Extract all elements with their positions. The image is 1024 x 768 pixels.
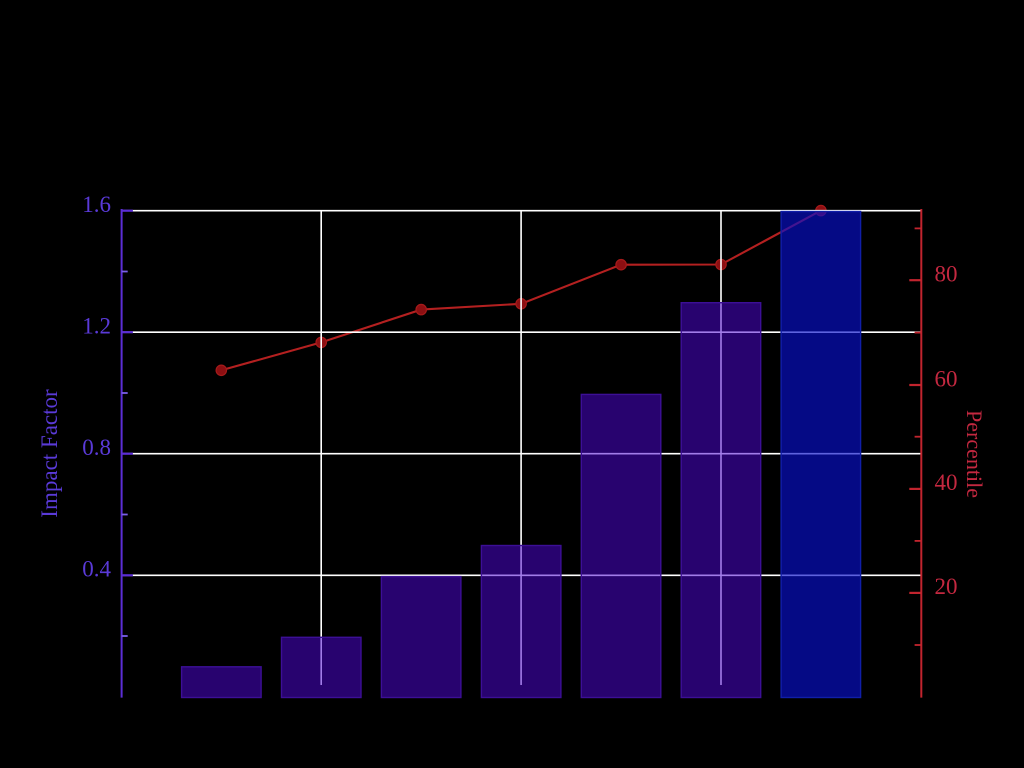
svg-text:1.2: 1.2 (82, 314, 111, 339)
svg-text:0.8: 0.8 (82, 435, 111, 460)
svg-text:0.4: 0.4 (82, 557, 111, 582)
svg-text:Impact Factor: Impact Factor (37, 389, 62, 518)
svg-text:60: 60 (935, 366, 958, 391)
svg-text:20: 20 (935, 574, 958, 599)
svg-text:1.6: 1.6 (82, 192, 111, 217)
svg-text:Percentile: Percentile (962, 410, 987, 498)
svg-text:40: 40 (935, 470, 958, 495)
svg-text:80: 80 (935, 262, 958, 287)
